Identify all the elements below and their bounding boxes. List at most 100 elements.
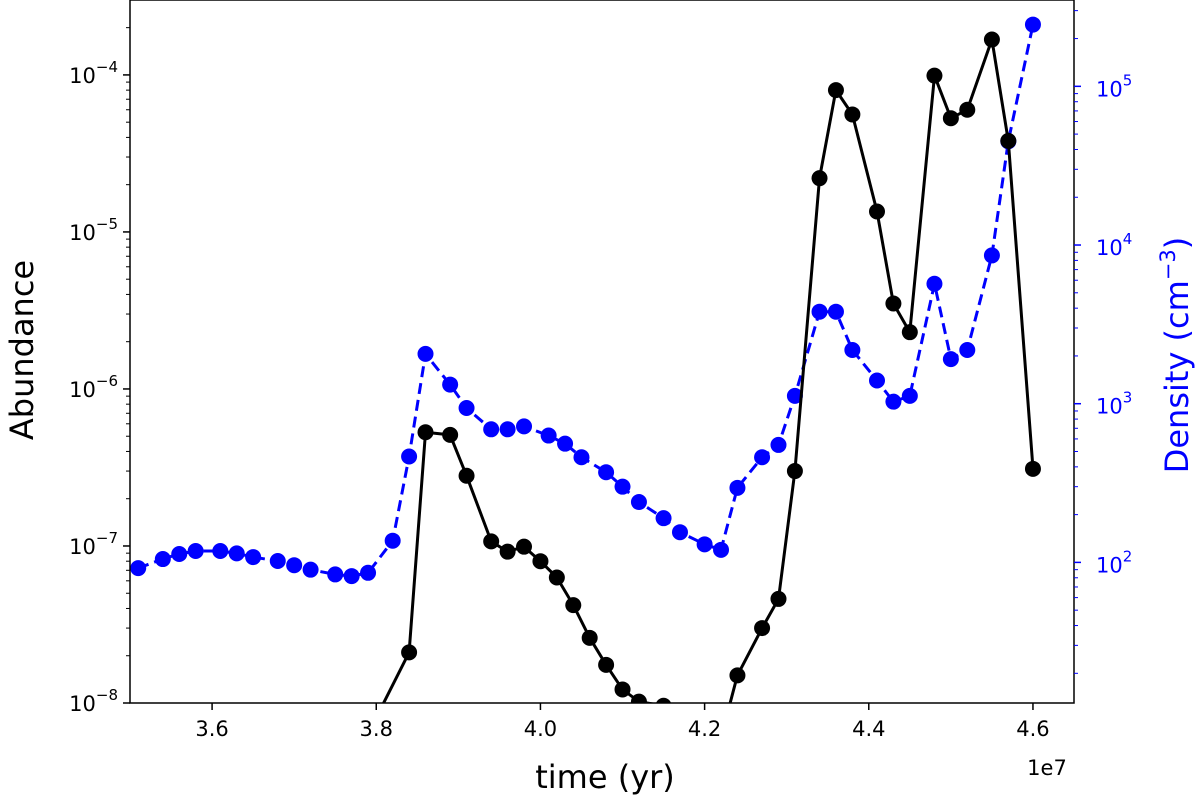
abundance-data-point: [352, 742, 368, 758]
density-data-point: [901, 387, 918, 404]
density-data-point: [844, 342, 861, 359]
right-tick-exp: 3: [1123, 389, 1133, 407]
abundance-series-line: [381, 38, 1035, 703]
abundance-data-point: [983, 31, 1000, 48]
right-axis-title-suffix: ): [1158, 237, 1196, 249]
abundance-data-point: [483, 533, 500, 550]
density-data-point: [1024, 16, 1041, 33]
density-data-point: [868, 372, 885, 389]
x-tick-label: 4.6: [1016, 717, 1049, 741]
density-data-point: [516, 418, 533, 435]
density-data-point: [827, 303, 844, 320]
left-tick-exp: −7: [96, 529, 118, 547]
abundance-data-point: [516, 538, 533, 555]
right-tick-exp: 2: [1123, 547, 1133, 565]
right-tick-label: 103: [1096, 389, 1132, 419]
density-data-point: [754, 449, 771, 466]
density-data-point: [614, 478, 631, 495]
abundance-data-point: [959, 101, 976, 118]
density-data-point: [573, 449, 590, 466]
right-tick-label: 102: [1096, 547, 1132, 577]
left-tick-label: 10−7: [69, 529, 118, 559]
abundance-data-point: [942, 110, 959, 127]
right-tick-base: 10: [1096, 395, 1123, 419]
x-tick-label: 4.4: [852, 717, 885, 741]
x-axis: 3.6 3.8 4.0 4.2 4.4 4.6: [195, 703, 1050, 741]
left-tick-exp: −4: [96, 58, 118, 76]
density-data-point: [384, 532, 401, 549]
abundance-data-point: [417, 424, 434, 441]
density-data-point: [442, 376, 459, 393]
density-data-point: [245, 549, 262, 566]
left-tick-label: 10−8: [69, 686, 118, 716]
abundance-data-point: [598, 656, 615, 673]
abundance-data-point: [901, 324, 918, 341]
density-data-point: [729, 479, 746, 496]
abundance-data-point: [868, 203, 885, 220]
right-axis-title-text: Density (cm: [1158, 280, 1196, 473]
density-data-point: [302, 561, 319, 578]
left-tick-label: 10−5: [69, 215, 118, 245]
right-tick-label: 104: [1096, 230, 1132, 260]
abundance-data-point: [581, 629, 598, 646]
abundance-data-point: [614, 681, 631, 698]
density-data-point: [926, 275, 943, 292]
left-tick-label: 10−6: [69, 372, 118, 402]
density-data-point: [171, 545, 188, 562]
density-data-point: [671, 524, 688, 541]
density-data-point: [696, 536, 713, 553]
density-data-point: [269, 553, 286, 570]
right-tick-exp: 4: [1123, 230, 1133, 248]
abundance-data-point: [786, 463, 803, 480]
density-data-point: [499, 421, 516, 438]
density-data-point: [154, 551, 171, 568]
density-data-point: [327, 566, 344, 583]
x-axis-title: time (yr): [535, 758, 675, 796]
x-tick-label: 3.6: [195, 717, 228, 741]
series-layer: [130, 16, 1041, 758]
abundance-data-point: [442, 426, 459, 443]
density-data-point: [713, 541, 730, 558]
plot-area: [130, 16, 1041, 758]
x-tick-label: 4.2: [688, 717, 721, 741]
density-data-point: [458, 399, 475, 416]
density-data-point: [187, 542, 204, 559]
abundance-data-point: [401, 644, 418, 661]
abundance-data-point: [499, 543, 516, 560]
density-data-point: [598, 464, 615, 481]
abundance-data-point: [770, 590, 787, 607]
abundance-data-point: [885, 295, 902, 312]
density-data-point: [130, 560, 147, 577]
x-tick-label: 3.8: [360, 717, 393, 741]
left-tick-base: 10: [69, 221, 96, 245]
left-tick-base: 10: [69, 692, 96, 716]
right-tick-label: 105: [1096, 71, 1132, 101]
right-axis-title: Density (cm−3): [1156, 237, 1196, 474]
abundance-data-point: [811, 170, 828, 187]
density-data-point: [417, 345, 434, 362]
density-data-point: [942, 351, 959, 368]
left-axis-title: Abundance: [3, 260, 41, 440]
left-tick-exp: −5: [96, 215, 118, 233]
left-y-axis: 10−810−710−610−510−4: [69, 27, 130, 716]
density-data-point: [286, 557, 303, 574]
density-data-point: [557, 435, 574, 452]
abundance-data-point: [729, 667, 746, 684]
abundance-data-point: [532, 553, 549, 570]
density-data-point: [401, 448, 418, 465]
density-data-point: [811, 303, 828, 320]
x-offset-label: 1e7: [1027, 756, 1067, 780]
left-tick-base: 10: [69, 64, 96, 88]
abundance-data-point: [926, 67, 943, 84]
left-tick-base: 10: [69, 535, 96, 559]
density-data-point: [630, 494, 647, 511]
abundance-data-point: [754, 620, 771, 637]
plot-frame: [129, 0, 1075, 704]
density-data-point: [983, 247, 1000, 264]
density-data-point: [540, 427, 557, 444]
abundance-data-point: [458, 467, 475, 484]
abundance-data-point: [844, 106, 861, 123]
abundance-data-point: [656, 697, 672, 703]
